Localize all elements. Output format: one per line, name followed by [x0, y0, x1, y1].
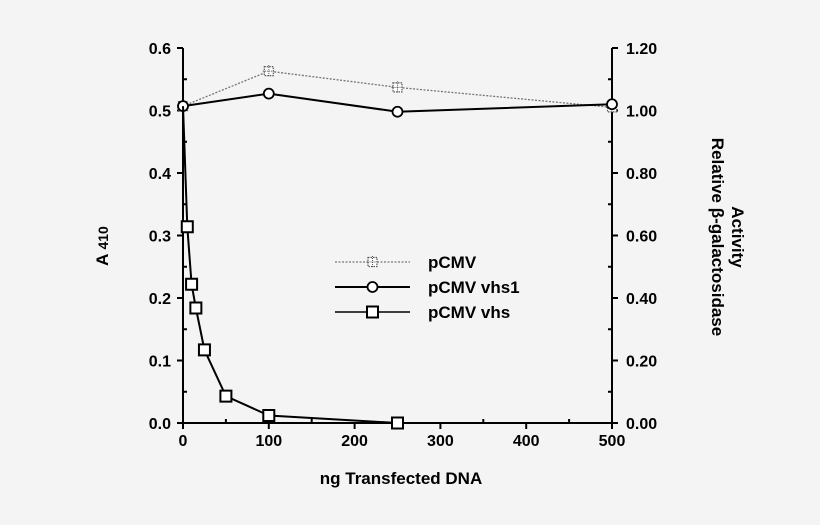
y2-tick-label: 1.00: [626, 104, 657, 121]
series-layer: [177, 65, 618, 430]
legend-label: pCMV vhs1: [428, 278, 520, 297]
x-tick-label: 500: [599, 433, 626, 450]
y2-axis-title: Relative β-galactosidase Activity: [708, 138, 747, 336]
legend-label: pCMV: [428, 253, 477, 272]
series-pcmv-vhs: [180, 106, 612, 430]
square-marker: [197, 343, 211, 357]
svg-text:Relative β-galactosidase: Relative β-galactosidase: [708, 138, 727, 336]
star-marker: [366, 256, 379, 268]
x-tick-label: 100: [255, 433, 282, 450]
y-tick-label: 0.3: [149, 229, 171, 246]
axes: 0.0 0.1 0.2 0.3 0.4 0.5 0.6 0.00 0.20 0.40 0.60 0.8…: [149, 41, 657, 450]
y-tick-label: 0.2: [149, 291, 171, 308]
circle-marker: [262, 87, 275, 100]
y2-tick-label: 0.20: [626, 354, 657, 371]
y-tick-label: 0.6: [149, 41, 171, 58]
x-axis-title: ng Transfected DNA: [320, 469, 482, 488]
square-marker: [391, 416, 404, 430]
square-marker: [366, 305, 379, 319]
y2-tick-label: 0.80: [626, 166, 657, 183]
y-axis-title: A410: [93, 226, 112, 266]
x-tick-label: 400: [513, 433, 540, 450]
square-marker: [219, 389, 233, 403]
y-tick-label: 0.0: [149, 416, 171, 433]
y-tick-label: 0.4: [149, 166, 171, 183]
star-marker: [262, 65, 275, 78]
circle-marker: [606, 98, 618, 111]
x-tick-label: 0: [179, 433, 188, 450]
svg-text:Activity: Activity: [728, 206, 747, 268]
y2-tick-label: 0.60: [626, 229, 657, 246]
legend-item: pCMV vhs1: [335, 278, 520, 297]
y2-tick-label: 0.00: [626, 416, 657, 433]
y2-tick-label: 0.40: [626, 291, 657, 308]
legend: pCMV pCMV vhs1 pCMV vhs: [335, 253, 520, 322]
square-marker: [185, 277, 199, 291]
square-marker: [262, 409, 276, 422]
square-marker: [180, 220, 194, 234]
x-tick-label: 200: [341, 433, 368, 450]
series-pcmv-vhs1: [177, 87, 618, 118]
x-tick-label: 300: [427, 433, 454, 450]
y-tick-label: 0.5: [149, 104, 171, 121]
y2-tick-label: 1.20: [626, 41, 657, 58]
legend-label: pCMV vhs: [428, 303, 510, 322]
circle-marker: [391, 105, 404, 118]
circle-marker: [366, 281, 379, 293]
legend-item: pCMV vhs: [335, 303, 510, 322]
square-marker: [189, 301, 203, 315]
svg-text:A410: A410: [93, 226, 112, 266]
star-marker: [391, 81, 404, 94]
y-tick-label: 0.1: [149, 354, 171, 371]
legend-item: pCMV: [335, 253, 477, 272]
